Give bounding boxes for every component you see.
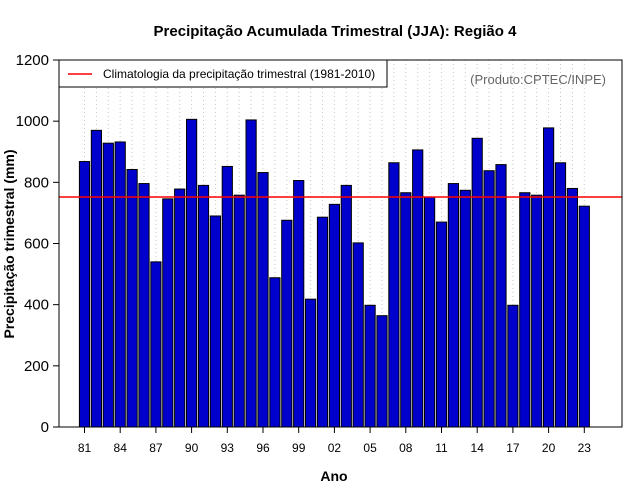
bar-2002 <box>328 203 340 428</box>
x-tick-label: 87 <box>149 441 163 455</box>
legend-box <box>58 59 388 88</box>
bar-2011 <box>435 221 448 428</box>
bar-2007 <box>388 162 400 428</box>
bar-2022 <box>566 187 578 428</box>
bar-1992 <box>209 215 222 428</box>
x-tick-label: 08 <box>399 441 413 455</box>
chart-title: Precipitação Acumulada Trimestral (JJA):… <box>154 23 518 40</box>
bar-1988 <box>162 198 174 428</box>
x-tick-label: 02 <box>328 441 342 455</box>
bar-1991 <box>197 184 210 428</box>
y-tick-label: 1200 <box>16 52 49 69</box>
bar-2023 <box>578 205 590 428</box>
bar-1987 <box>150 261 162 428</box>
bar-1993 <box>221 165 233 428</box>
x-tick-label: 84 <box>114 441 128 455</box>
bar-1985 <box>126 168 138 428</box>
bar-1986 <box>138 183 150 428</box>
x-tick-label: 90 <box>185 441 199 455</box>
bar-1989 <box>174 188 186 428</box>
x-tick-label: 11 <box>435 441 448 455</box>
bar-2005 <box>364 304 376 428</box>
bar-2020 <box>543 127 555 428</box>
x-tick-label: 81 <box>78 441 92 455</box>
x-tick-label: 20 <box>542 441 556 455</box>
bar-2013 <box>459 189 471 428</box>
bar-2021 <box>554 162 567 428</box>
bar-2012 <box>447 183 459 428</box>
x-axis: 81 84 87 90 93 96 99 02 05 08 11 14 17 20 23 <box>78 427 591 455</box>
y-axis: 0 200 400 600 800 1000 1200 <box>16 52 59 436</box>
bar-2019 <box>531 194 543 428</box>
x-tick-label: 05 <box>363 441 377 455</box>
bar-1999 <box>293 179 305 428</box>
bar-2001 <box>316 216 329 428</box>
y-tick-label: 200 <box>24 358 49 375</box>
bar-1981 <box>78 161 91 428</box>
bar-2003 <box>340 184 352 428</box>
bar-1984 <box>114 141 126 428</box>
bar-2004 <box>352 242 364 428</box>
bar-2008 <box>400 192 412 428</box>
x-tick-label: 93 <box>221 441 235 455</box>
x-tick-label: 23 <box>578 441 592 455</box>
bar-1995 <box>245 119 257 428</box>
x-tick-label: 96 <box>256 441 270 455</box>
bar-2000 <box>305 298 317 428</box>
y-axis-label: Precipitação trimestral (mm) <box>1 149 17 338</box>
bar-1996 <box>257 172 269 428</box>
y-tick-label: 0 <box>41 419 49 436</box>
y-tick-label: 1000 <box>16 113 49 130</box>
bar-2009 <box>412 149 424 428</box>
y-tick-label: 800 <box>24 174 49 191</box>
bar-1998 <box>281 219 293 428</box>
x-tick-label: 17 <box>506 441 520 455</box>
bar-1994 <box>233 194 245 428</box>
x-tick-label: 14 <box>471 441 485 455</box>
y-tick-label: 600 <box>24 236 49 253</box>
bar-2017 <box>507 304 519 428</box>
credit-text: (Produto:CPTEC/INPE) <box>470 72 606 87</box>
bar-2006 <box>376 315 388 428</box>
legend: Climatologia da precipitação trimestral … <box>58 59 388 88</box>
bar-1990 <box>186 118 198 428</box>
legend-label: Climatologia da precipitação trimestral … <box>103 67 375 81</box>
bar-1997 <box>269 277 281 428</box>
bar-2016 <box>495 164 507 428</box>
y-tick-label: 400 <box>24 297 49 314</box>
bar-1983 <box>102 142 114 428</box>
bar-2014 <box>471 137 483 428</box>
bar-2018 <box>519 192 531 428</box>
bar-2010 <box>424 196 436 428</box>
bar-2015 <box>483 170 495 428</box>
x-axis-label: Ano <box>320 468 347 484</box>
x-tick-label: 99 <box>292 441 306 455</box>
bar-1982 <box>90 129 103 428</box>
bars <box>78 118 590 428</box>
